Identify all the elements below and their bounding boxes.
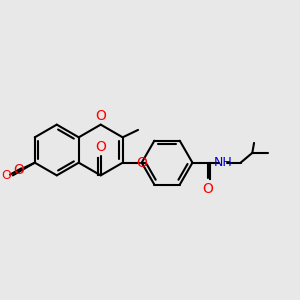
Text: O: O <box>95 140 106 154</box>
Text: O: O <box>13 163 24 177</box>
Text: O: O <box>136 156 147 170</box>
Text: O: O <box>2 169 11 182</box>
Text: NH: NH <box>214 156 232 169</box>
Text: O: O <box>202 182 213 196</box>
Text: O: O <box>95 109 106 123</box>
